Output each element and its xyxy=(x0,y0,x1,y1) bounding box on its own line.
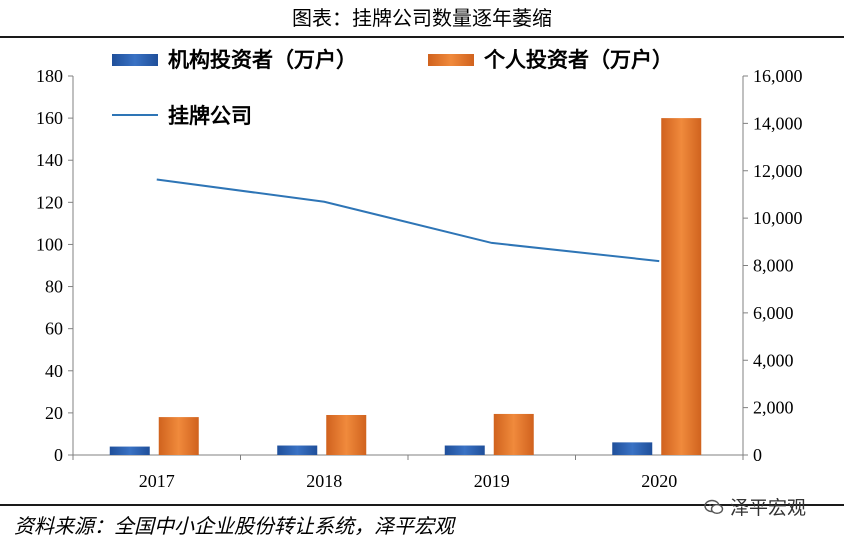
left-axis-tick-label: 160 xyxy=(36,108,63,128)
page-title: 图表：挂牌公司数量逐年萎缩 xyxy=(292,6,552,30)
left-axis-tick-label: 180 xyxy=(36,66,63,86)
institutional-bar xyxy=(612,442,653,455)
right-axis-tick-label: 10,000 xyxy=(753,208,803,228)
left-axis-tick-label: 140 xyxy=(36,150,63,170)
right-axis-tick-label: 16,000 xyxy=(753,66,803,86)
left-axis-tick-label: 120 xyxy=(36,192,63,212)
wechat-icon xyxy=(704,499,724,514)
individual-bar xyxy=(661,118,702,455)
watermark-text: 泽平宏观 xyxy=(730,497,807,519)
listed-companies-line xyxy=(156,178,660,263)
chart: 0 20 40 60 80 100 120 140 160 180 0 2,000 4,000 6,000… xyxy=(36,48,803,491)
source-note: 资料来源：全国中小企业股份转让系统，泽平宏观 xyxy=(14,514,454,538)
left-axis-tick-label: 100 xyxy=(36,234,63,254)
right-axis-tick-label: 8,000 xyxy=(753,256,794,276)
legend-institutional-label: 机构投资者（万户） xyxy=(168,48,357,72)
legend-institutional-swatch xyxy=(112,54,158,66)
institutional-bar xyxy=(277,445,318,455)
right-axis-tick-label: 12,000 xyxy=(753,161,803,181)
left-axis-tick-label: 60 xyxy=(45,319,63,339)
individual-bar xyxy=(493,413,534,455)
left-axis-tick-label: 40 xyxy=(45,361,63,381)
institutional-bar xyxy=(444,445,485,455)
x-axis-tick-label: 2018 xyxy=(306,471,342,491)
right-axis-tick-label: 0 xyxy=(753,445,762,465)
individual-bar xyxy=(158,417,199,455)
legend-listed-companies-label: 挂牌公司 xyxy=(168,104,252,128)
left-axis-tick-label: 20 xyxy=(45,403,63,423)
right-axis-tick-label: 14,000 xyxy=(753,113,803,133)
x-axis-tick-label: 2017 xyxy=(139,471,175,491)
watermark: 泽平宏观 xyxy=(704,493,806,520)
bottom-divider xyxy=(0,504,844,506)
top-divider xyxy=(0,36,844,38)
legend-individual-label: 个人投资者（万户） xyxy=(484,48,673,72)
left-axis-tick-label: 0 xyxy=(54,445,63,465)
individual-bar xyxy=(326,414,367,455)
institutional-bar xyxy=(109,446,150,455)
right-axis-tick-label: 6,000 xyxy=(753,303,794,323)
left-axis-tick-label: 80 xyxy=(45,277,63,297)
right-axis-tick-label: 4,000 xyxy=(753,350,794,370)
right-axis-tick-label: 2,000 xyxy=(753,398,794,418)
x-axis-tick-label: 2020 xyxy=(641,471,677,491)
x-axis-tick-label: 2019 xyxy=(474,471,510,491)
legend-individual-swatch xyxy=(428,54,474,66)
